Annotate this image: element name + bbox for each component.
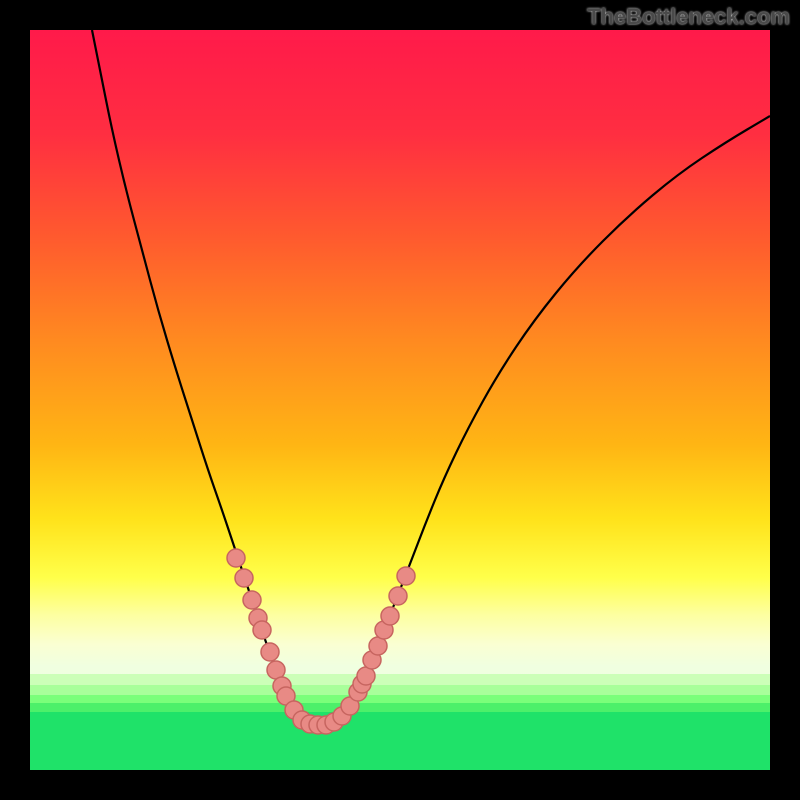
curve-marker	[235, 569, 253, 587]
curve-marker	[389, 587, 407, 605]
plot-area	[30, 30, 770, 770]
chart-frame: { "watermark": { "text": "TheBottleneck.…	[0, 0, 800, 800]
curve-marker	[243, 591, 261, 609]
chart-svg	[30, 30, 770, 770]
bottleneck-curve	[92, 30, 770, 725]
watermark-text: TheBottleneck.com	[587, 4, 790, 30]
curve-marker	[227, 549, 245, 567]
curve-marker	[397, 567, 415, 585]
curve-marker	[381, 607, 399, 625]
curve-marker	[253, 621, 271, 639]
curve-markers	[227, 549, 415, 734]
curve-marker	[261, 643, 279, 661]
